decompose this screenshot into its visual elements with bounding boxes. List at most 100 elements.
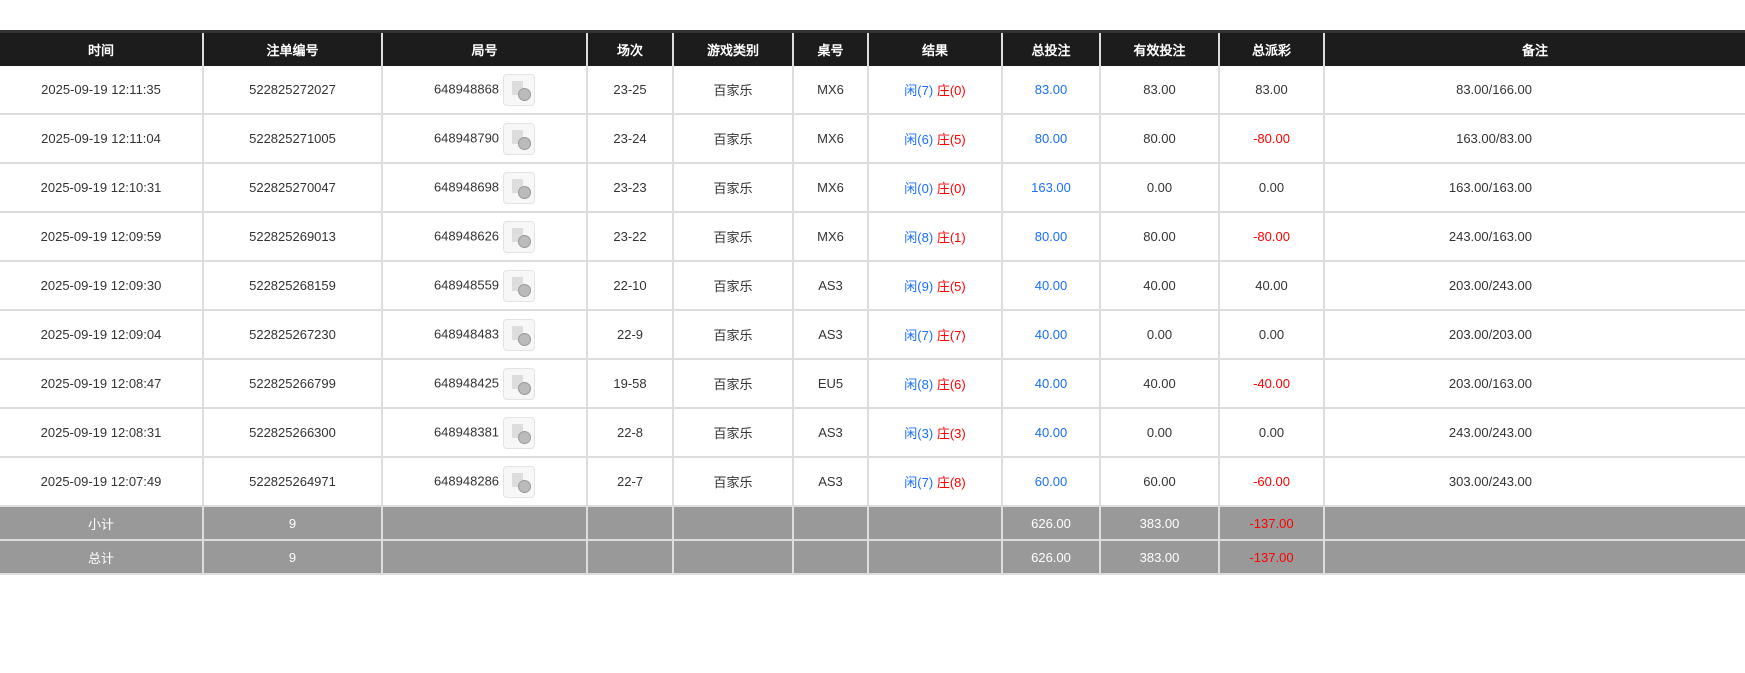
cell-payout: -80.00 (1218, 114, 1324, 164)
cell-time: 2025-09-19 12:11:04 (0, 114, 203, 164)
game-type-text: 百家乐 (713, 181, 753, 196)
round-text: 648948790 (433, 129, 500, 145)
cell-valid-bet: 60.00 (1099, 457, 1219, 507)
cell-shoe: 22-9 (586, 310, 673, 360)
summary-valid-bet: 383.00 (1099, 540, 1219, 575)
summary-payout: -137.00 (1218, 540, 1324, 575)
table-row: 2025-09-19 12:08:47 522825266799 648948425… (0, 359, 1745, 409)
bet-id-text: 522825268159 (249, 278, 336, 293)
cell-payout: -40.00 (1218, 359, 1324, 409)
cell-game-type: 百家乐 (672, 163, 793, 213)
valid-bet-text: 80.00 (1143, 229, 1176, 244)
video-replay-icon[interactable] (503, 269, 536, 302)
table-row: 2025-09-19 12:09:30 522825268159 648948559… (0, 261, 1745, 311)
shoe-text: 22-9 (616, 327, 644, 342)
column-header-bet-id: 注单编号 (202, 30, 382, 66)
empty-cell (1323, 540, 1745, 575)
cell-result: 闲(8) 庄(1) (867, 212, 1002, 262)
cell-round: 648948381 (381, 408, 587, 458)
cell-result: 闲(0) 庄(0) (867, 163, 1002, 213)
payout-text: 83.00 (1255, 82, 1288, 97)
cell-result: 闲(7) 庄(8) (867, 457, 1002, 507)
video-replay-icon[interactable] (503, 318, 536, 351)
cell-round: 648948483 (381, 310, 587, 360)
time-text: 2025-09-19 12:07:49 (40, 474, 162, 489)
cell-result: 闲(7) 庄(7) (867, 310, 1002, 360)
cell-shoe: 23-22 (586, 212, 673, 262)
column-header-table-no: 桌号 (792, 30, 868, 66)
column-header-remark: 备注 (1323, 30, 1745, 66)
player-result: 闲(7) (904, 475, 934, 490)
table-row: 2025-09-19 12:08:31 522825266300 648948381… (0, 408, 1745, 458)
bet-id-text: 522825267230 (249, 327, 336, 342)
game-type-text: 百家乐 (713, 132, 753, 147)
cell-payout: 0.00 (1218, 310, 1324, 360)
time-text: 2025-09-19 12:08:47 (40, 376, 162, 391)
round-text: 648948483 (433, 325, 500, 341)
cell-bet-id: 522825270047 (202, 163, 382, 213)
time-text: 2025-09-19 12:11:04 (41, 131, 161, 146)
video-replay-icon[interactable] (503, 416, 536, 449)
cell-bet-id: 522825271005 (202, 114, 382, 164)
player-result: 闲(3) (904, 426, 934, 441)
cell-table-no: AS3 (792, 261, 868, 311)
cell-game-type: 百家乐 (672, 359, 793, 409)
cell-game-type: 百家乐 (672, 408, 793, 458)
shoe-text: 22-8 (616, 425, 644, 440)
time-text: 2025-09-19 12:10:31 (40, 180, 162, 195)
table-no-text: MX6 (817, 131, 844, 146)
valid-bet-text: 0.00 (1146, 327, 1173, 342)
remark-text: 203.00/163.00 (1448, 376, 1532, 391)
video-replay-icon[interactable] (503, 73, 536, 106)
video-replay-icon[interactable] (503, 171, 536, 204)
cell-bet-id: 522825264971 (202, 457, 382, 507)
total-bet-text: 40.00 (1034, 327, 1068, 342)
column-header-shoe: 场次 (586, 30, 673, 66)
header-row: 时间 注单编号 局号 场次 游戏类别 桌号 结果 总投注 有效投注 总派彩 备注 (0, 30, 1745, 66)
cell-time: 2025-09-19 12:11:35 (0, 66, 203, 115)
video-replay-icon[interactable] (503, 367, 536, 400)
cell-shoe: 22-7 (586, 457, 673, 507)
empty-cell (792, 540, 868, 575)
cell-valid-bet: 40.00 (1099, 359, 1219, 409)
cell-remark: 303.00/243.00 (1323, 457, 1745, 507)
game-type-text: 百家乐 (713, 279, 753, 294)
cell-table-no: EU5 (792, 359, 868, 409)
cell-time: 2025-09-19 12:09:30 (0, 261, 203, 311)
cell-bet-id: 522825268159 (202, 261, 382, 311)
video-replay-icon[interactable] (503, 220, 536, 253)
cell-valid-bet: 0.00 (1099, 310, 1219, 360)
game-type-text: 百家乐 (713, 83, 753, 98)
banker-result: 庄(5) (936, 132, 966, 147)
cell-total-bet: 40.00 (1001, 310, 1100, 360)
bet-id-text: 522825270047 (249, 180, 336, 195)
cell-remark: 203.00/163.00 (1323, 359, 1745, 409)
table-row: 2025-09-19 12:11:35 522825272027 648948868… (0, 66, 1745, 115)
player-result: 闲(7) (904, 83, 934, 98)
table-no-text: EU5 (817, 376, 844, 391)
cell-shoe: 23-25 (586, 66, 673, 115)
video-replay-icon[interactable] (503, 122, 536, 155)
player-result: 闲(6) (904, 132, 934, 147)
cell-remark: 243.00/163.00 (1323, 212, 1745, 262)
game-type-text: 百家乐 (713, 377, 753, 392)
column-header-payout: 总派彩 (1218, 30, 1324, 66)
time-text: 2025-09-19 12:11:35 (41, 82, 161, 97)
table-row: 2025-09-19 12:09:59 522825269013 648948626… (0, 212, 1745, 262)
column-header-round: 局号 (381, 30, 587, 66)
remark-text: 243.00/163.00 (1448, 229, 1532, 244)
summary-count: 9 (202, 506, 382, 541)
valid-bet-text: 60.00 (1143, 474, 1176, 489)
video-replay-icon[interactable] (503, 465, 536, 498)
cell-table-no: MX6 (792, 114, 868, 164)
cell-valid-bet: 80.00 (1099, 114, 1219, 164)
cell-table-no: AS3 (792, 457, 868, 507)
cell-table-no: MX6 (792, 163, 868, 213)
empty-cell (672, 540, 793, 575)
cell-valid-bet: 83.00 (1099, 66, 1219, 115)
payout-text: 0.00 (1258, 425, 1285, 440)
total-bet-text: 60.00 (1034, 474, 1068, 489)
round-text: 648948626 (433, 227, 500, 243)
cell-game-type: 百家乐 (672, 261, 793, 311)
game-type-text: 百家乐 (713, 328, 753, 343)
